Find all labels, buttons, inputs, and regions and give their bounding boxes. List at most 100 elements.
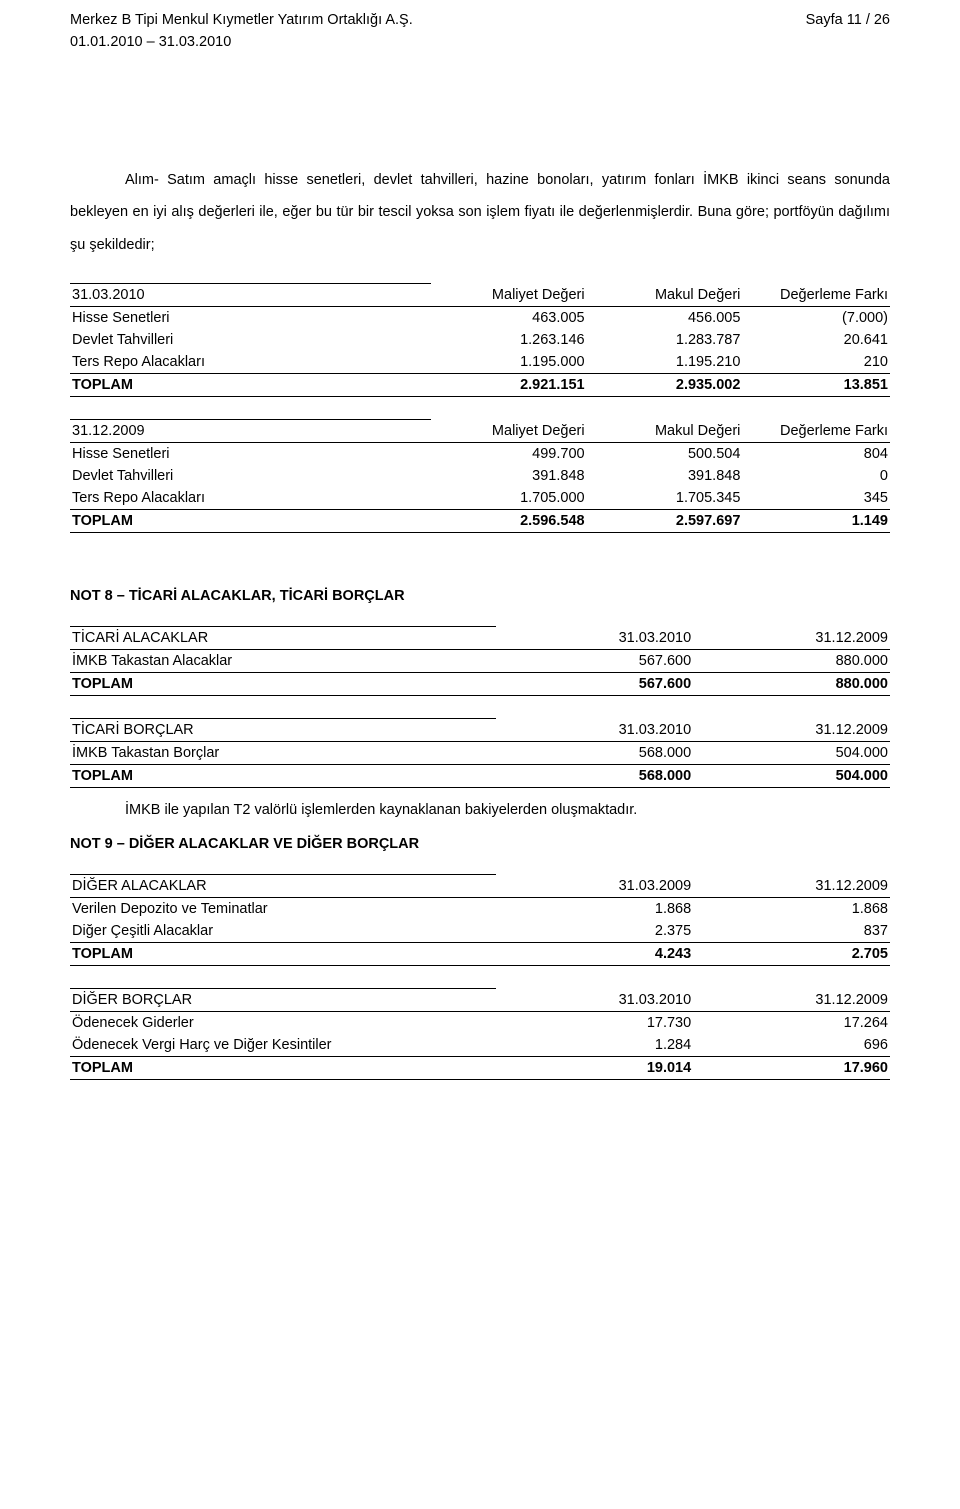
row-label: İMKB Takastan Borçlar <box>70 742 496 765</box>
row-label: Verilen Depozito ve Teminatlar <box>70 898 496 921</box>
cell: 567.600 <box>496 650 693 673</box>
row-label: Hisse Senetleri <box>70 307 431 330</box>
cell: 1.705.345 <box>587 487 743 510</box>
cell: 456.005 <box>587 307 743 330</box>
cell: 567.600 <box>496 673 693 696</box>
col-header: Maliyet Değeri <box>431 420 587 443</box>
table-row: Devlet Tahvilleri 1.263.146 1.283.787 20… <box>70 329 890 351</box>
cell: 1.868 <box>496 898 693 921</box>
table-row: Verilen Depozito ve Teminatlar 1.868 1.8… <box>70 898 890 921</box>
table-total-row: TOPLAM 2.596.548 2.597.697 1.149 <box>70 510 890 533</box>
page-header: Merkez B Tipi Menkul Kıymetler Yatırım O… <box>70 10 890 54</box>
row-label: Ödenecek Vergi Harç ve Diğer Kesintiler <box>70 1034 496 1057</box>
cell: 4.243 <box>496 943 693 966</box>
table-total-row: TOPLAM 19.014 17.960 <box>70 1057 890 1080</box>
table-row: Hisse Senetleri 499.700 500.504 804 <box>70 443 890 466</box>
cell: 696 <box>693 1034 890 1057</box>
cell: 880.000 <box>693 673 890 696</box>
note8-title: NOT 8 – TİCARİ ALACAKLAR, TİCARİ BORÇLAR <box>70 588 890 604</box>
col-date: 31.12.2009 <box>693 719 890 742</box>
col-date: 31.03.2009 <box>496 875 693 898</box>
total-label: TOPLAM <box>70 673 496 696</box>
table-row: Diğer Çeşitli Alacaklar 2.375 837 <box>70 920 890 943</box>
cell: 463.005 <box>431 307 587 330</box>
commercial-receivables-table: TİCARİ ALACAKLAR 31.03.2010 31.12.2009 İ… <box>70 626 890 696</box>
col-header: Değerleme Farkı <box>742 284 890 307</box>
note8-footnote: İMKB ile yapılan T2 valörlü işlemlerden … <box>125 802 890 818</box>
table-row: Ödenecek Vergi Harç ve Diğer Kesintiler … <box>70 1034 890 1057</box>
total-label: TOPLAM <box>70 765 496 788</box>
cell: 568.000 <box>496 765 693 788</box>
total-label: TOPLAM <box>70 1057 496 1080</box>
cell: 2.921.151 <box>431 374 587 397</box>
intro-paragraph: Alım- Satım amaçlı hisse senetleri, devl… <box>70 164 890 262</box>
cell: 500.504 <box>587 443 743 466</box>
col-date: 31.12.2009 <box>693 989 890 1012</box>
table-row: Devlet Tahvilleri 391.848 391.848 0 <box>70 465 890 487</box>
row-label: Ters Repo Alacakları <box>70 487 431 510</box>
cell: 19.014 <box>496 1057 693 1080</box>
row-label: Devlet Tahvilleri <box>70 465 431 487</box>
row-label: İMKB Takastan Alacaklar <box>70 650 496 673</box>
table-heading: DİĞER ALACAKLAR <box>70 875 496 898</box>
col-date: 31.12.2009 <box>693 875 890 898</box>
cell: 1.195.000 <box>431 351 587 374</box>
page-number: Sayfa 11 / 26 <box>806 10 890 54</box>
report-period: 01.01.2010 – 31.03.2010 <box>70 32 413 54</box>
col-header: Değerleme Farkı <box>742 420 890 443</box>
cell: 504.000 <box>693 765 890 788</box>
cell: 568.000 <box>496 742 693 765</box>
other-receivables-table: DİĞER ALACAKLAR 31.03.2009 31.12.2009 Ve… <box>70 874 890 966</box>
col-header: Maliyet Değeri <box>431 284 587 307</box>
col-header: Makul Değeri <box>587 420 743 443</box>
table-total-row: TOPLAM 567.600 880.000 <box>70 673 890 696</box>
cell: 345 <box>742 487 890 510</box>
row-label: Ters Repo Alacakları <box>70 351 431 374</box>
cell: 13.851 <box>742 374 890 397</box>
portfolio-table-2010: 31.03.2010 Maliyet Değeri Makul Değeri D… <box>70 283 890 397</box>
col-date: 31.12.2009 <box>693 627 890 650</box>
table-heading: DİĞER BORÇLAR <box>70 989 496 1012</box>
cell: 391.848 <box>431 465 587 487</box>
table-row: Ödenecek Giderler 17.730 17.264 <box>70 1012 890 1035</box>
row-label: Hisse Senetleri <box>70 443 431 466</box>
note9-title: NOT 9 – DİĞER ALACAKLAR VE DİĞER BORÇLAR <box>70 836 890 852</box>
cell: 2.597.697 <box>587 510 743 533</box>
row-label: Devlet Tahvilleri <box>70 329 431 351</box>
table-row: Hisse Senetleri 463.005 456.005 (7.000) <box>70 307 890 330</box>
cell: 1.263.146 <box>431 329 587 351</box>
cell: 2.375 <box>496 920 693 943</box>
col-date: 31.03.2010 <box>496 719 693 742</box>
table-total-row: TOPLAM 2.921.151 2.935.002 13.851 <box>70 374 890 397</box>
cell: 837 <box>693 920 890 943</box>
cell: 880.000 <box>693 650 890 673</box>
col-date: 31.03.2010 <box>496 627 693 650</box>
table-total-row: TOPLAM 568.000 504.000 <box>70 765 890 788</box>
total-label: TOPLAM <box>70 510 431 533</box>
cell: 1.705.000 <box>431 487 587 510</box>
cell: 17.730 <box>496 1012 693 1035</box>
portfolio-table-2009: 31.12.2009 Maliyet Değeri Makul Değeri D… <box>70 419 890 533</box>
table-heading: TİCARİ ALACAKLAR <box>70 627 496 650</box>
intro-text: Alım- Satım amaçlı hisse senetleri, devl… <box>70 164 890 262</box>
cell: 391.848 <box>587 465 743 487</box>
commercial-payables-table: TİCARİ BORÇLAR 31.03.2010 31.12.2009 İMK… <box>70 718 890 788</box>
total-label: TOPLAM <box>70 943 496 966</box>
cell: 1.149 <box>742 510 890 533</box>
cell: 20.641 <box>742 329 890 351</box>
cell: 17.960 <box>693 1057 890 1080</box>
col-header: Makul Değeri <box>587 284 743 307</box>
cell: 1.284 <box>496 1034 693 1057</box>
total-label: TOPLAM <box>70 374 431 397</box>
cell: 2.935.002 <box>587 374 743 397</box>
col-date: 31.03.2010 <box>496 989 693 1012</box>
cell: 1.868 <box>693 898 890 921</box>
other-payables-table: DİĞER BORÇLAR 31.03.2010 31.12.2009 Öden… <box>70 988 890 1080</box>
cell: 499.700 <box>431 443 587 466</box>
cell: 2.705 <box>693 943 890 966</box>
table-row: İMKB Takastan Borçlar 568.000 504.000 <box>70 742 890 765</box>
cell: 17.264 <box>693 1012 890 1035</box>
cell: 0 <box>742 465 890 487</box>
table-row: Ters Repo Alacakları 1.195.000 1.195.210… <box>70 351 890 374</box>
table-row: Ters Repo Alacakları 1.705.000 1.705.345… <box>70 487 890 510</box>
